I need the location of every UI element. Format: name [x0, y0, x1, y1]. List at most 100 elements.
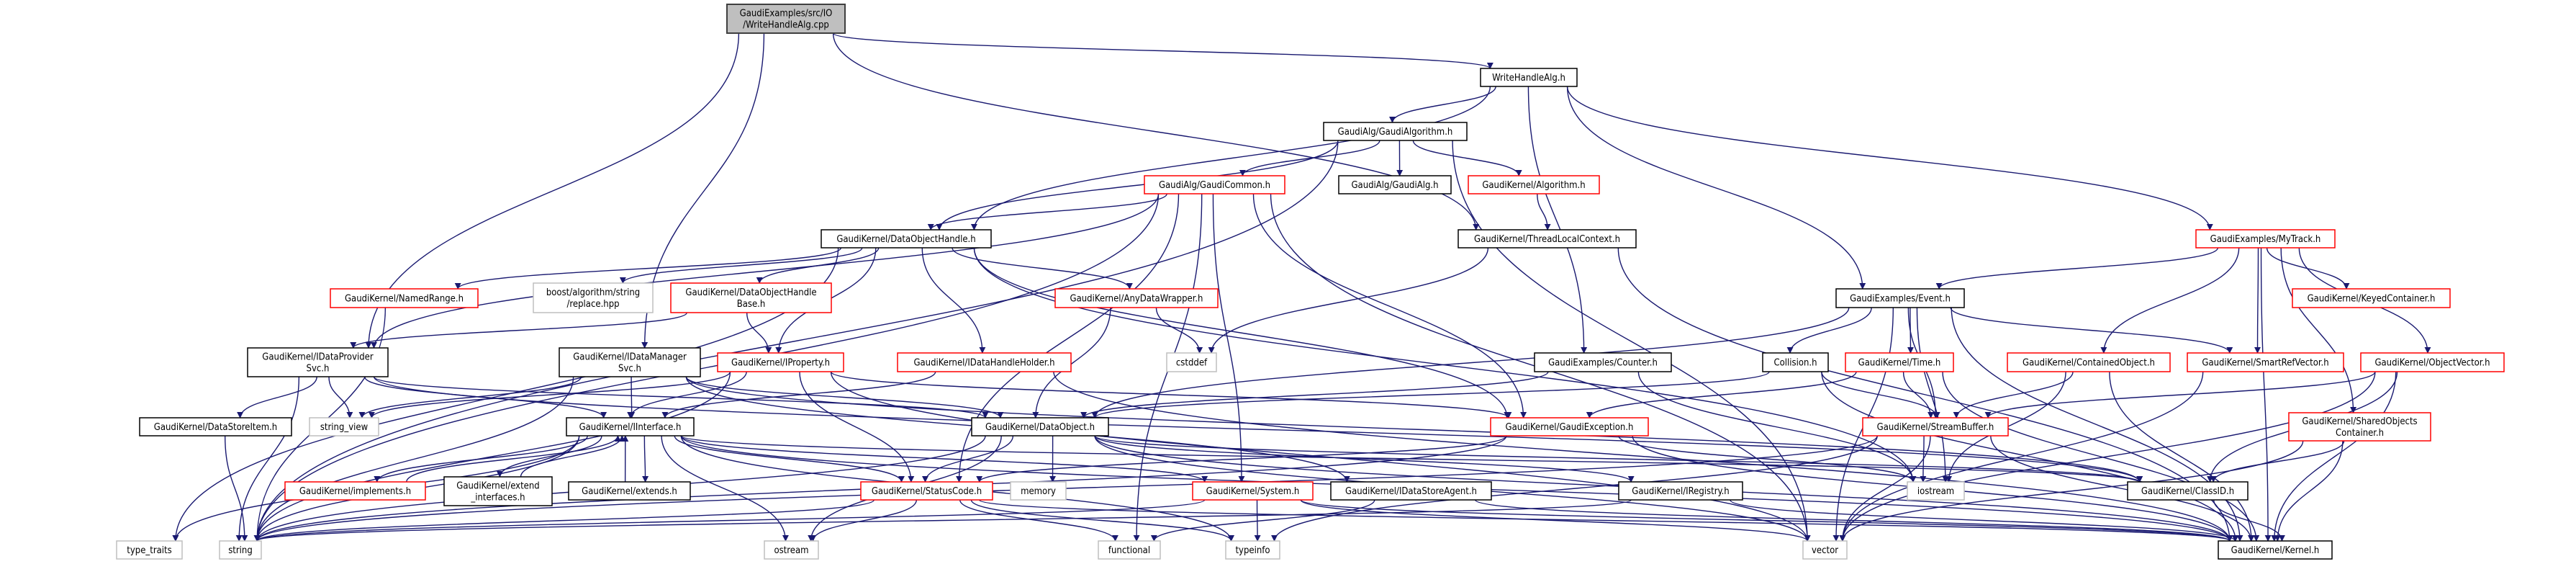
node-gcommon[interactable]: GaudiAlg/GaudiCommon.h — [1144, 175, 1285, 194]
node-box — [1144, 175, 1285, 194]
node-box — [1490, 417, 1649, 437]
node-label: GaudiExamples/Counter.h — [1548, 358, 1658, 369]
edge-wha-to-counter — [1527, 86, 1588, 354]
edge-galgo-to-string — [253, 140, 1339, 542]
edge-gcommon-to-gexc — [1252, 193, 1527, 418]
node-keyed[interactable]: GaudiKernel/KeyedContainer.h — [2292, 288, 2451, 308]
edge-idms-to-dataobj — [685, 376, 1004, 418]
edge-extif-to-iint — [520, 435, 625, 478]
node-dataobj[interactable]: GaudiKernel/DataObject.h — [971, 417, 1109, 437]
node-box — [971, 417, 1109, 437]
node-label: Svc.h — [307, 364, 330, 375]
node-box — [1192, 481, 1314, 501]
node-time[interactable]: GaudiKernel/Time.h — [1845, 352, 1954, 372]
node-label: GaudiKernel/Time.h — [1858, 358, 1941, 369]
edge-algorithm-to-tlc — [1537, 193, 1551, 230]
node-mytrack[interactable]: GaudiExamples/MyTrack.h — [2195, 229, 2336, 249]
node-smartref[interactable]: GaudiKernel/SmartRefVector.h — [2187, 352, 2344, 372]
node-collision[interactable]: Collision.h — [1762, 352, 1829, 372]
node-idhh[interactable]: GaudiKernel/IDataHandleHolder.h — [897, 352, 1072, 372]
node-doh[interactable]: GaudiKernel/DataObjectHandle.h — [821, 229, 992, 249]
node-typetraits: type_traits — [116, 540, 183, 560]
node-box — [1054, 288, 1219, 308]
edge-shared-to-vector — [1839, 440, 2304, 542]
node-gexc[interactable]: GaudiKernel/GaudiException.h — [1490, 417, 1649, 437]
node-objvec[interactable]: GaudiKernel/ObjectVector.h — [2360, 352, 2505, 372]
node-idsa[interactable]: GaudiKernel/IDataStoreAgent.h — [1330, 481, 1492, 501]
edge-wha-to-doh — [970, 86, 1491, 230]
node-box — [247, 347, 389, 377]
node-strview: string_view — [309, 417, 379, 437]
node-anydw[interactable]: GaudiKernel/AnyDataWrapper.h — [1054, 288, 1219, 308]
edge-streambuf-to-kernel — [1990, 435, 2254, 542]
node-streambuf[interactable]: GaudiKernel/StreamBuffer.h — [1862, 417, 2009, 437]
edge-idms-to-string — [253, 376, 574, 542]
edge-collision-to-streambuf — [1821, 371, 1940, 418]
node-extif[interactable]: GaudiKernel/extend_interfaces.h — [443, 476, 553, 506]
node-label: GaudiKernel/DataObjectHandle.h — [836, 234, 975, 245]
node-box — [139, 417, 292, 437]
node-label: string_view — [320, 422, 369, 433]
node-tlc[interactable]: GaudiKernel/ThreadLocalContext.h — [1458, 229, 1637, 249]
node-dsi[interactable]: GaudiKernel/DataStoreItem.h — [139, 417, 292, 437]
node-box — [2292, 288, 2451, 308]
node-impl[interactable]: GaudiKernel/implements.h — [284, 481, 426, 501]
node-galgo[interactable]: GaudiAlg/GaudiAlgorithm.h — [1323, 122, 1468, 141]
node-wha[interactable]: WriteHandleAlg.h — [1480, 68, 1578, 87]
edge-idms-to-classid — [685, 376, 2143, 483]
node-ireg[interactable]: GaudiKernel/IRegistry.h — [1618, 481, 1743, 501]
node-galg[interactable]: GaudiAlg/GaudiAlg.h — [1338, 175, 1452, 194]
edge-time-to-kernel — [1942, 371, 2260, 542]
node-box — [2187, 352, 2344, 372]
edge-collision-to-kernel — [1821, 371, 2239, 542]
node-classid[interactable]: GaudiKernel/ClassID.h — [2127, 481, 2249, 501]
edge-iprop-to-statuscode — [799, 371, 915, 483]
edge-system-to-kernel — [1300, 499, 2233, 542]
node-counter[interactable]: GaudiExamples/Counter.h — [1534, 352, 1672, 372]
edge-idsa-to-kernel — [1475, 499, 2233, 542]
node-event[interactable]: GaudiExamples/Event.h — [1835, 288, 1965, 308]
node-system[interactable]: GaudiKernel/System.h — [1192, 481, 1314, 501]
edge-iprop-to-vector — [830, 371, 1811, 542]
node-box — [330, 288, 479, 308]
node-box — [717, 352, 844, 372]
node-statuscode[interactable]: GaudiKernel/StatusCode.h — [860, 481, 993, 501]
node-label: GaudiKernel/IDataStoreAgent.h — [1345, 486, 1477, 497]
node-box — [1534, 352, 1672, 372]
edge-anydw-to-dataobj — [1032, 307, 1111, 418]
node-label: GaudiAlg/GaudiCommon.h — [1159, 180, 1270, 191]
node-label: Base.h — [737, 299, 766, 310]
edge-statuscode-to-typeinfo — [970, 499, 1234, 542]
node-extends[interactable]: GaudiKernel/extends.h — [568, 481, 691, 501]
edge-dsi-to-string — [224, 435, 248, 542]
node-label: typeinfo — [1235, 545, 1270, 556]
node-algorithm[interactable]: GaudiKernel/Algorithm.h — [1468, 175, 1600, 194]
node-label: iostream — [1917, 486, 1954, 497]
edge-wha-to-mytrack — [1566, 86, 2213, 230]
node-iostream: iostream — [1907, 481, 1965, 501]
node-iint[interactable]: GaudiKernel/IInterface.h — [566, 417, 695, 437]
edge-event-to-smartref — [1950, 307, 2233, 354]
edge-mytrack-to-contained — [2100, 247, 2240, 354]
edge-dohbase-to-idps — [350, 312, 687, 349]
edge-event-to-iostream — [1916, 307, 1949, 483]
node-box — [1098, 540, 1161, 560]
edge-dataobj-to-statuscode — [922, 435, 1014, 483]
node-iprop[interactable]: GaudiKernel/IProperty.h — [717, 352, 844, 372]
edge-idps-to-strview — [328, 376, 353, 418]
node-cpp[interactable]: GaudiExamples/src/IO/WriteHandleAlg.cpp — [726, 4, 846, 34]
node-kernel[interactable]: GaudiKernel/Kernel.h — [2218, 540, 2333, 560]
edge-idhh-to-kernel — [1053, 371, 2233, 542]
edge-streambuf-to-typeinfo — [1271, 435, 1878, 542]
node-box — [726, 4, 846, 34]
node-box — [2007, 352, 2171, 372]
node-box — [219, 540, 262, 560]
edge-system-to-vector — [1300, 499, 1811, 542]
node-contained[interactable]: GaudiKernel/ContainedObject.h — [2007, 352, 2171, 372]
node-namedrange[interactable]: GaudiKernel/NamedRange.h — [330, 288, 479, 308]
node-box — [1907, 481, 1965, 501]
